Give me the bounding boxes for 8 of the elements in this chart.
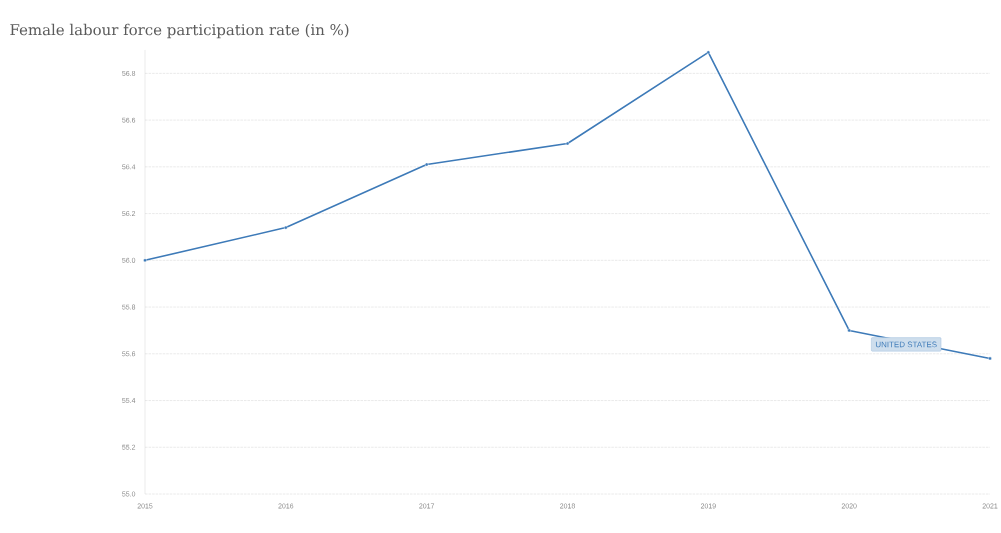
point [565, 141, 570, 146]
point [143, 258, 147, 263]
point [424, 162, 429, 167]
point [847, 328, 852, 333]
point [283, 225, 288, 230]
chart-title: Female labour force participation rate (in %) [10, 23, 349, 39]
point [706, 50, 711, 55]
point [988, 356, 992, 361]
